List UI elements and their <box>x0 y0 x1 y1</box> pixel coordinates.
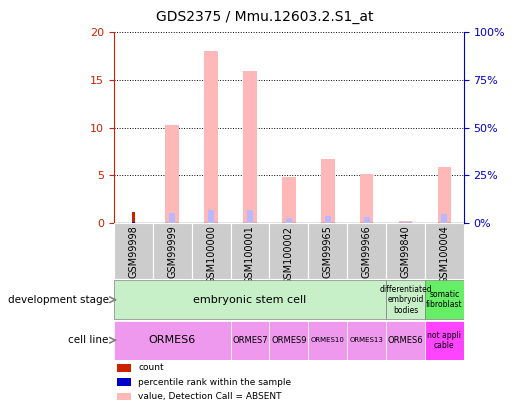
Bar <box>286 217 292 223</box>
Text: GDS2375 / Mmu.12603.2.S1_at: GDS2375 / Mmu.12603.2.S1_at <box>156 10 374 24</box>
Bar <box>114 223 153 279</box>
Bar <box>438 166 451 223</box>
Text: not appli
cable: not appli cable <box>427 330 461 350</box>
Bar <box>114 280 386 319</box>
Text: count: count <box>138 363 164 372</box>
Bar <box>425 280 464 319</box>
Bar <box>364 217 369 223</box>
Text: ORMES10: ORMES10 <box>311 337 344 343</box>
Bar <box>118 378 131 386</box>
Bar <box>231 223 269 279</box>
Text: differentiated
embryoid
bodies: differentiated embryoid bodies <box>379 285 432 315</box>
Bar <box>308 223 347 279</box>
Text: somatic
fibroblast: somatic fibroblast <box>426 290 463 309</box>
Bar <box>425 321 464 360</box>
Text: GSM100004: GSM100004 <box>439 226 449 284</box>
Bar <box>231 321 269 360</box>
Text: cell line: cell line <box>68 335 109 345</box>
Text: GSM100001: GSM100001 <box>245 226 255 284</box>
Bar <box>192 223 231 279</box>
Bar <box>247 210 253 223</box>
Bar <box>325 216 331 223</box>
Text: embryonic stem cell: embryonic stem cell <box>193 295 307 305</box>
Text: GSM99999: GSM99999 <box>167 226 177 278</box>
Bar <box>386 321 425 360</box>
Text: ORMES6: ORMES6 <box>387 336 423 345</box>
Bar <box>386 223 425 279</box>
Bar <box>282 177 296 223</box>
Bar <box>208 210 214 223</box>
Bar <box>269 223 308 279</box>
Text: development stage: development stage <box>7 295 109 305</box>
Text: ORMES9: ORMES9 <box>271 336 306 345</box>
Text: GSM99966: GSM99966 <box>361 226 372 278</box>
Bar <box>118 392 131 400</box>
Bar <box>321 159 334 223</box>
Text: ORMES7: ORMES7 <box>232 336 268 345</box>
Bar <box>425 223 464 279</box>
Text: GSM100000: GSM100000 <box>206 226 216 284</box>
Bar <box>441 214 447 223</box>
Text: GSM99840: GSM99840 <box>401 226 410 278</box>
Bar <box>243 71 257 223</box>
Bar <box>347 223 386 279</box>
Bar <box>347 321 386 360</box>
Text: ORMES6: ORMES6 <box>148 335 196 345</box>
Bar <box>114 321 231 360</box>
Bar <box>169 213 175 223</box>
Bar <box>118 364 131 371</box>
Text: ORMES13: ORMES13 <box>350 337 384 343</box>
Bar <box>153 223 192 279</box>
Bar <box>132 212 135 223</box>
Bar <box>386 280 425 319</box>
Text: value, Detection Call = ABSENT: value, Detection Call = ABSENT <box>138 392 282 401</box>
Bar <box>205 51 218 223</box>
Bar <box>399 221 412 223</box>
Text: GSM100002: GSM100002 <box>284 226 294 285</box>
Bar <box>132 222 135 223</box>
Bar <box>308 321 347 360</box>
Bar <box>360 174 373 223</box>
Text: GSM99965: GSM99965 <box>323 226 333 279</box>
Text: percentile rank within the sample: percentile rank within the sample <box>138 377 292 386</box>
Text: GSM99998: GSM99998 <box>128 226 138 278</box>
Bar <box>165 125 179 223</box>
Bar <box>269 321 308 360</box>
